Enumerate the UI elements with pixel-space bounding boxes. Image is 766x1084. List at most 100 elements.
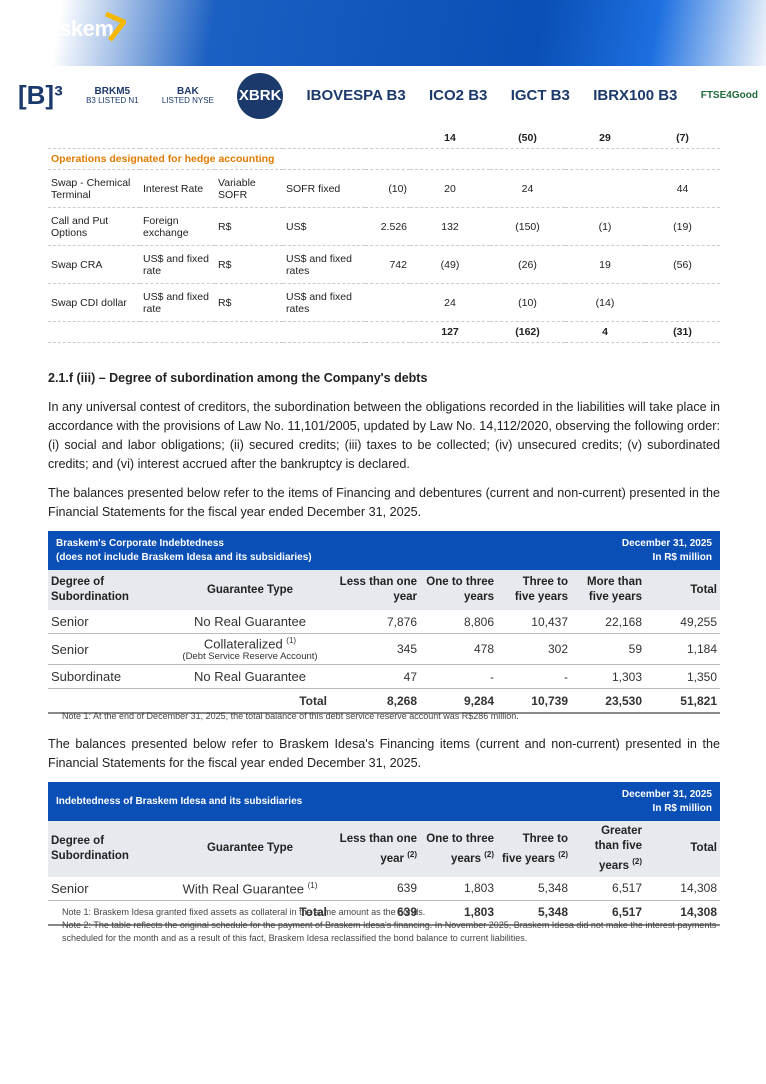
cell: 6,517 (571, 900, 645, 926)
cell: Subordinate (48, 664, 170, 690)
cell-text: More than five years (587, 576, 642, 603)
cell (365, 283, 410, 322)
cell: 29 (565, 128, 645, 149)
cell-text: 14 (444, 132, 456, 144)
cell-text: Degree of Subordination (51, 576, 129, 603)
total-row: 14 (50) 29 (7) (48, 128, 720, 149)
cell-text: Interest Rate (143, 182, 204, 195)
cell-text: 1,350 (686, 669, 717, 684)
cell: 10,437 (497, 610, 571, 634)
cell (140, 128, 215, 149)
cell: Swap - Chemical Terminal (48, 169, 140, 208)
paragraph: The balances presented below refer to th… (48, 486, 720, 519)
cell: 1,350 (645, 664, 720, 690)
logo: BAK LISTED NYSE (162, 86, 214, 106)
hedge-table: 14 (50) 29 (7) Operations designated for hed… (48, 128, 720, 343)
cell-text: (150) (515, 220, 540, 233)
cell-text: Swap - Chemical Terminal (51, 176, 131, 201)
cell-text: 14,308 (680, 905, 717, 920)
cell-text: 23,530 (605, 693, 642, 708)
cell-text: Operations designated for hedge accounti… (51, 153, 275, 165)
cell: SOFR fixed (283, 169, 365, 208)
cell: - (420, 664, 497, 690)
superscript: (2) (407, 849, 417, 859)
cell-text: (14) (595, 296, 615, 309)
cell: Swap CDI dollar (48, 283, 140, 322)
cell: 1,303 (571, 664, 645, 690)
cell-text: US$ and fixed rate (143, 290, 209, 315)
cell: 5,348 (497, 876, 571, 901)
cell (283, 321, 365, 343)
row: Swap CDI dollar US$ and fixed rate R$ US$ a… (48, 283, 720, 322)
cell: 478 (420, 633, 497, 666)
cell: No Real Guarantee (170, 664, 330, 690)
cell: 639 (330, 876, 420, 901)
header-cell: Guarantee Type (170, 821, 330, 877)
cell-text: 5,348 (537, 881, 568, 896)
cell: 20 (410, 169, 490, 208)
cell-text: US$ and fixed rates (286, 290, 352, 315)
total-row: Total 8,268 9,284 10,739 23,530 51,821 (48, 688, 720, 715)
cell-text: Guarantee Type (206, 842, 294, 855)
brand-icon (104, 12, 126, 42)
cell (48, 321, 140, 343)
superscript: (1) (286, 636, 297, 645)
cell-text: 6,517 (611, 881, 642, 896)
cell: 302 (497, 633, 571, 666)
cell-text: With Real Guarantee (182, 880, 304, 896)
cell-text: US$ (286, 220, 307, 233)
cell-text: 742 (389, 258, 407, 271)
cell-text: Greater than five years (594, 825, 642, 872)
cell: 23,530 (571, 688, 645, 715)
cell-text: SOFR fixed (286, 182, 341, 195)
cell (140, 321, 215, 343)
logo-row: [B]³ BRKM5 B3 LISTED N1 BAK LISTED NYSE XBRK I… (18, 72, 758, 120)
cell-text: Less than one year (339, 576, 417, 603)
header-cell: One to three years (2) (420, 821, 497, 877)
cell (645, 283, 720, 322)
cell-text: Three to five years (501, 832, 568, 865)
logo: BRKM5 B3 LISTED N1 (86, 86, 138, 106)
cell-text: (1) (598, 220, 612, 233)
cell: (150) (490, 207, 565, 246)
date-line: In R$ million (652, 802, 712, 814)
cell: 24 (410, 283, 490, 322)
cell-text: Total (690, 842, 717, 855)
cell: Senior (48, 633, 170, 666)
cell-text: R$ (218, 258, 232, 271)
cell: Variable SOFR (215, 169, 283, 208)
cell: Senior (48, 610, 170, 634)
superscript: (1) (307, 880, 318, 890)
date-line: December 31, 2025 (621, 788, 712, 800)
header-cell: Less than one year (2) (330, 821, 420, 877)
cell: 49,255 (645, 610, 720, 634)
row: Senior With Real Guarantee (1) 639 1,803 5,3… (48, 876, 720, 901)
header-cell: Total (645, 821, 720, 877)
cell (283, 128, 365, 149)
cell-text: 44 (676, 182, 689, 195)
cell-text: 345 (396, 642, 417, 657)
cell-text: Subordinate (51, 669, 122, 685)
cell: US$ and fixed rate (140, 283, 215, 322)
cell-text: 24 (444, 296, 456, 309)
cell: (10) (490, 283, 565, 322)
cell-text: 6,517 (611, 905, 642, 920)
cell-text: Foreign exchange (143, 214, 189, 239)
logo-text: IBOVESPA B3 (306, 87, 406, 105)
row: Swap CRA US$ and fixed rate R$ US$ and fixe… (48, 245, 720, 284)
row: Senior Collateralized (1) (Debt Service Re… (48, 633, 720, 666)
title-line: (does not include Braskem Idesa and its … (56, 551, 312, 563)
cell-text: Swap CRA (51, 258, 103, 271)
cell (565, 169, 645, 208)
cell (365, 321, 410, 343)
paragraph: The balances presented below refer to Br… (48, 737, 720, 770)
cell-text: 132 (441, 220, 459, 233)
cell: R$ (215, 245, 283, 284)
brand: Braskem (24, 16, 114, 41)
cell: Call and Put Options (48, 207, 140, 246)
cell: Interest Rate (140, 169, 215, 208)
logo-text: XBRK (238, 87, 282, 105)
cell-text: 24 (521, 182, 534, 195)
body: Senior No Real Guarantee 7,876 8,806 10,437 2… (48, 610, 720, 715)
date-line: In R$ million (652, 551, 712, 563)
